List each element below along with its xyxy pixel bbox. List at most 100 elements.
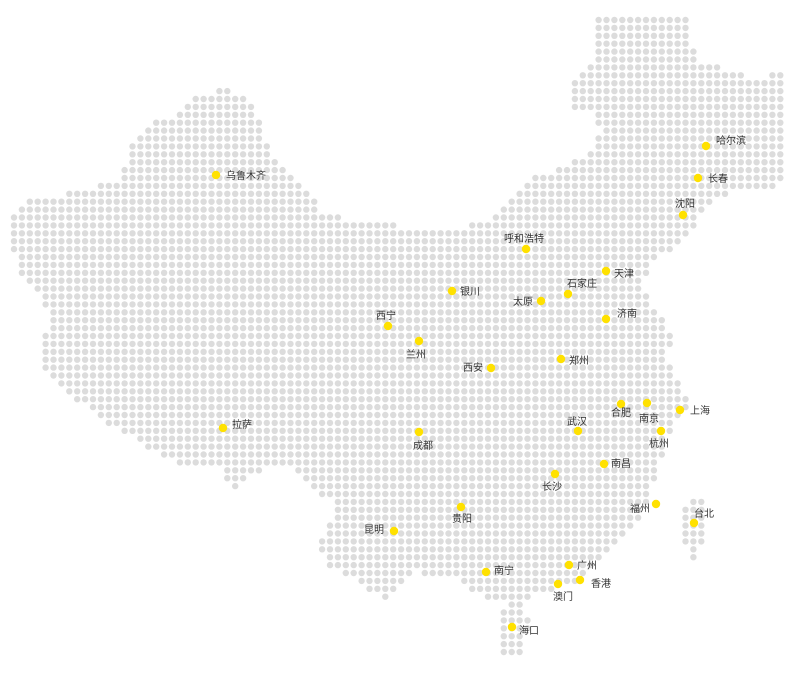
city-marker[interactable]: 济南	[601, 307, 637, 324]
city-marker[interactable]: 南昌	[599, 457, 631, 470]
land-dot	[516, 625, 523, 632]
city-dot[interactable]	[556, 354, 566, 364]
city-dot[interactable]	[383, 321, 393, 331]
city-marker[interactable]: 上海	[675, 404, 710, 417]
city-marker[interactable]: 长春	[693, 173, 728, 185]
land-dot	[216, 238, 223, 245]
city-marker[interactable]: 广州	[564, 560, 597, 572]
city-marker[interactable]: 沈阳	[675, 197, 695, 220]
city-marker[interactable]: 呼和浩特	[504, 233, 544, 254]
land-dot	[682, 166, 689, 174]
city-marker[interactable]: 西宁	[376, 309, 396, 331]
land-dot	[603, 506, 610, 513]
city-dot[interactable]	[414, 427, 424, 437]
land-dot	[239, 372, 247, 379]
land-dot	[421, 372, 428, 379]
land-dot	[216, 222, 223, 229]
city-dot[interactable]	[550, 469, 560, 479]
land-dot	[342, 530, 349, 537]
land-dot	[469, 546, 476, 553]
land-dot	[334, 332, 342, 340]
city-dot[interactable]	[689, 518, 699, 528]
city-dot[interactable]	[553, 579, 563, 589]
city-dot[interactable]	[601, 266, 611, 276]
land-dot	[674, 206, 681, 213]
city-dot[interactable]	[675, 405, 685, 415]
city-marker[interactable]: 武汉	[567, 415, 587, 436]
land-dot	[587, 459, 594, 466]
land-dot	[642, 87, 650, 95]
city-dot[interactable]	[642, 398, 652, 408]
land-dot	[548, 451, 555, 458]
city-dot[interactable]	[456, 502, 466, 512]
land-dot	[247, 451, 255, 458]
city-dot[interactable]	[563, 289, 573, 299]
city-dot[interactable]	[447, 286, 457, 296]
city-dot[interactable]	[678, 210, 688, 220]
city-dot[interactable]	[218, 423, 228, 433]
city-dot[interactable]	[616, 399, 626, 409]
land-dot	[263, 340, 270, 348]
land-dot	[129, 245, 136, 253]
city-marker[interactable]: 南宁	[481, 564, 514, 577]
land-dot	[461, 372, 468, 379]
city-marker[interactable]: 杭州	[649, 426, 669, 450]
land-dot	[706, 174, 713, 182]
city-marker[interactable]: 昆明	[364, 524, 399, 536]
city-marker[interactable]: 银川	[447, 285, 480, 298]
land-dot	[105, 293, 113, 300]
city-dot[interactable]	[414, 336, 424, 346]
city-marker[interactable]: 海口	[507, 622, 539, 637]
city-dot[interactable]	[656, 426, 666, 436]
land-dot	[200, 151, 207, 158]
city-dot[interactable]	[211, 170, 221, 180]
city-marker[interactable]: 兰州	[406, 336, 426, 361]
city-dot[interactable]	[701, 141, 711, 151]
city-dot[interactable]	[389, 526, 399, 536]
city-marker[interactable]: 南京	[639, 398, 659, 425]
city-marker[interactable]: 拉萨	[218, 418, 252, 433]
city-marker[interactable]: 澳门	[553, 579, 573, 603]
city-marker[interactable]: 乌鲁木齐	[211, 169, 266, 182]
land-dot	[350, 332, 357, 340]
city-marker[interactable]: 长沙	[542, 469, 562, 493]
city-dot[interactable]	[651, 499, 661, 509]
city-marker[interactable]: 成都	[413, 427, 433, 452]
land-dot	[326, 482, 334, 490]
land-dot	[342, 443, 349, 450]
city-dot[interactable]	[599, 459, 609, 469]
city-marker[interactable]: 太原	[513, 295, 546, 308]
city-marker[interactable]: 石家庄	[563, 277, 597, 299]
land-dot	[200, 190, 207, 197]
city-dot[interactable]	[481, 567, 491, 577]
city-label: 西安	[463, 361, 483, 374]
city-marker[interactable]: 贵阳	[452, 502, 472, 525]
land-dot	[74, 372, 81, 379]
city-marker[interactable]: 哈尔滨	[701, 134, 746, 151]
city-marker[interactable]: 合肥	[611, 399, 631, 419]
land-dot	[587, 72, 594, 79]
land-dot	[508, 577, 515, 585]
city-dot[interactable]	[521, 244, 531, 254]
land-dot	[611, 317, 618, 324]
city-marker[interactable]: 郑州	[556, 354, 589, 367]
land-dot	[453, 427, 460, 434]
city-dot[interactable]	[693, 173, 703, 183]
land-dot	[745, 80, 752, 87]
city-marker[interactable]: 香港	[575, 575, 611, 590]
city-dot[interactable]	[486, 363, 496, 373]
city-dot[interactable]	[564, 560, 574, 570]
city-dot[interactable]	[573, 426, 583, 436]
city-marker[interactable]: 天津	[601, 266, 634, 280]
city-dot[interactable]	[575, 575, 585, 585]
city-dot[interactable]	[536, 296, 546, 306]
land-dot	[500, 435, 507, 442]
city-dot[interactable]	[507, 622, 517, 632]
city-marker[interactable]: 台北	[689, 507, 714, 528]
city-marker[interactable]: 西安	[463, 361, 496, 374]
city-dot[interactable]	[601, 314, 611, 324]
land-dot	[627, 253, 634, 261]
land-dot	[453, 561, 460, 569]
land-dot	[208, 427, 215, 434]
city-marker[interactable]: 福州	[630, 499, 661, 515]
